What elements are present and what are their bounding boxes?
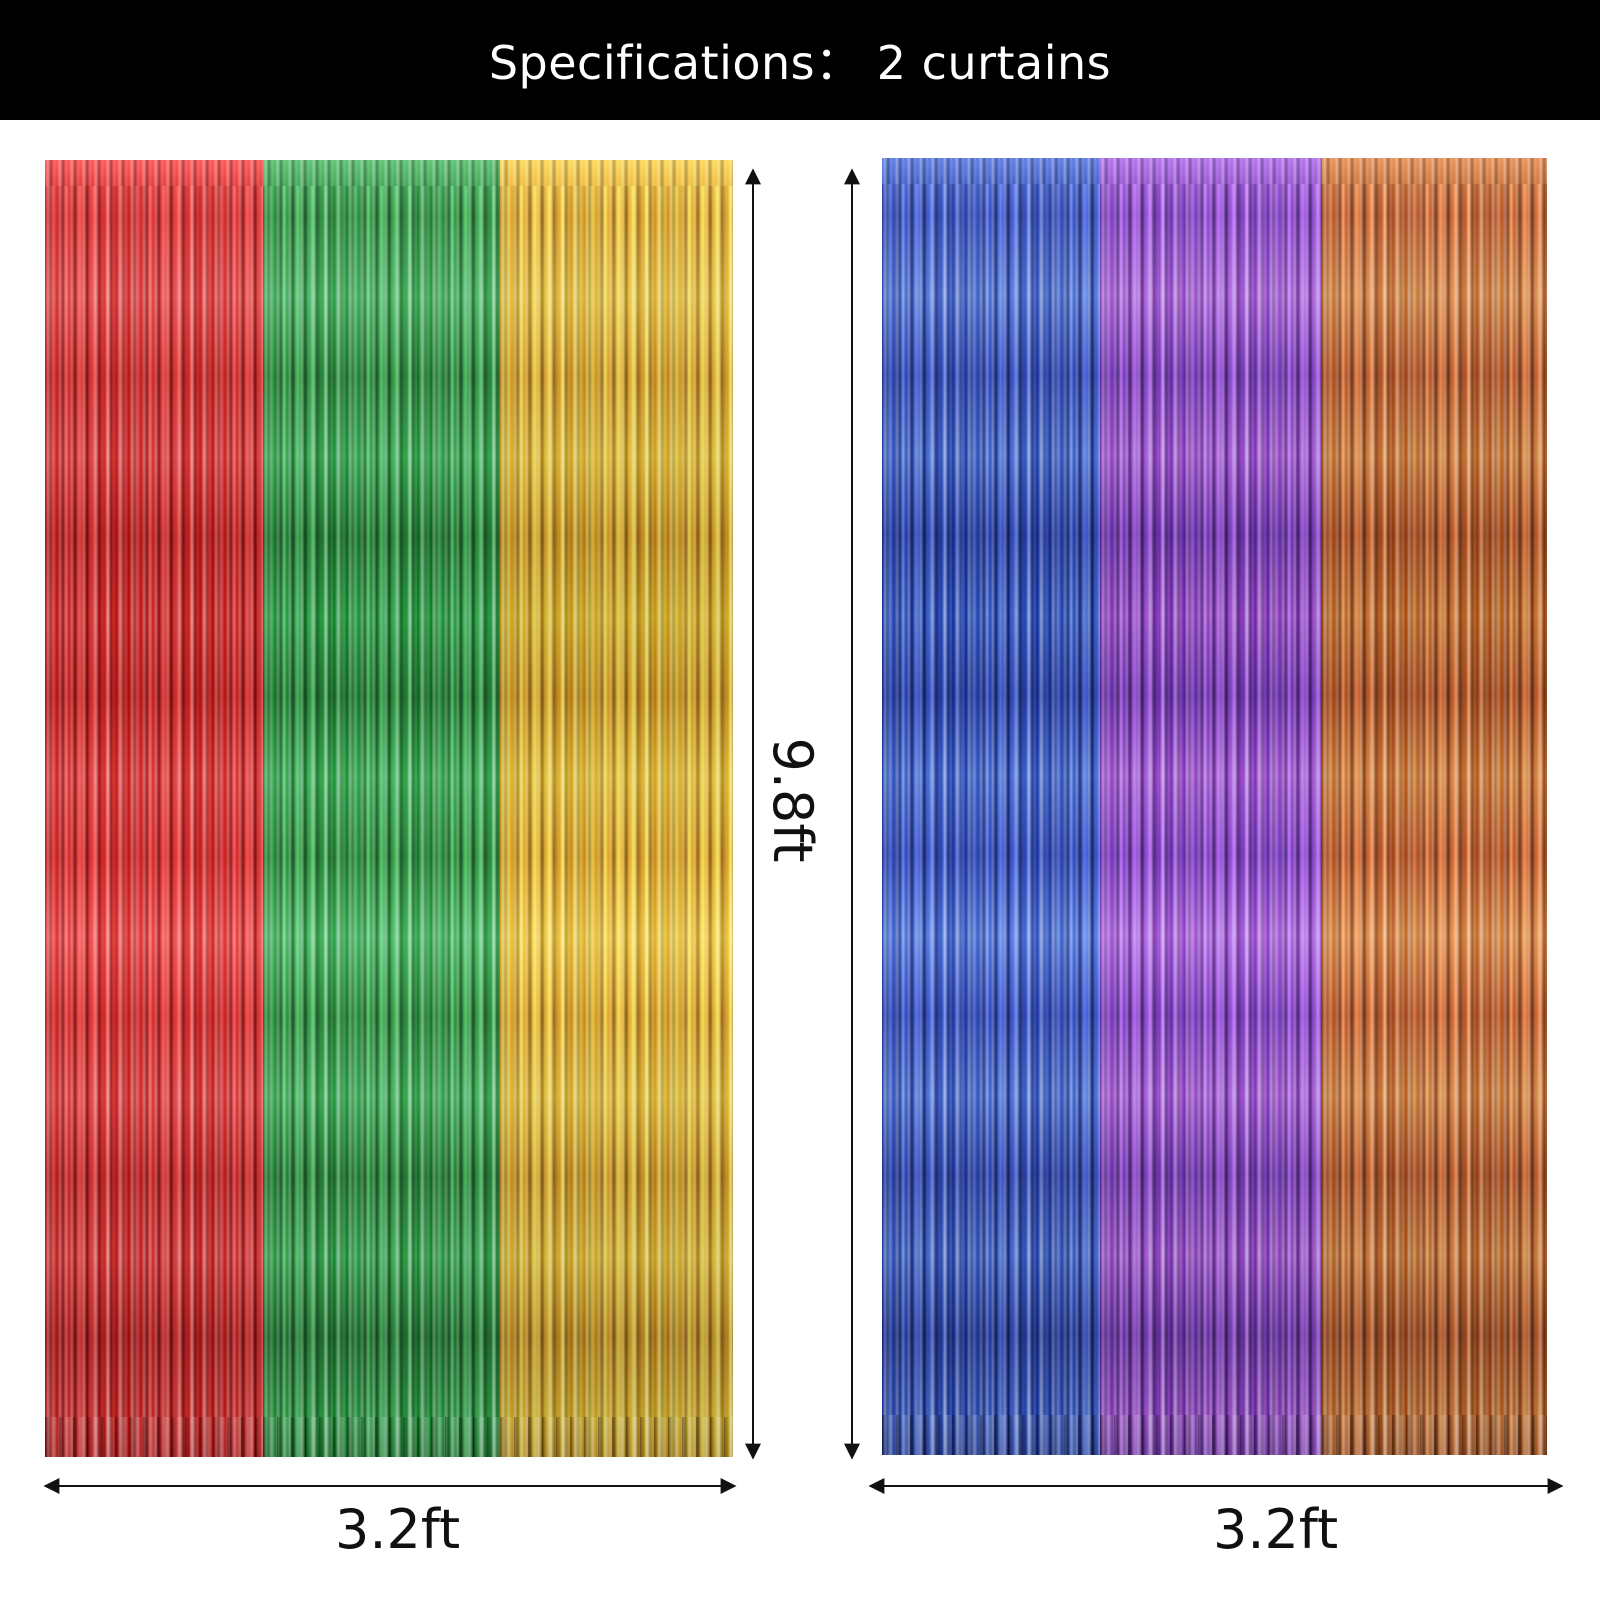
- curtain-streamers: [1100, 158, 1325, 1455]
- header-bar: Specifications： 2 curtains: [0, 0, 1600, 120]
- curtain-streamers: [263, 160, 503, 1457]
- curtain-top-band: [1100, 158, 1325, 184]
- width-label-right: 3.2ft: [1213, 1498, 1339, 1561]
- curtain-streamers: [45, 160, 263, 1457]
- green-curtain: [263, 160, 503, 1457]
- curtain-streamers: [882, 158, 1102, 1455]
- orange-curtain: [1322, 158, 1547, 1455]
- curtain-streamers: [500, 160, 733, 1457]
- purple-curtain: [1100, 158, 1325, 1455]
- width-label-left: 3.2ft: [335, 1498, 461, 1561]
- curtain-top-band: [500, 160, 733, 186]
- height-label: 9.8ft: [761, 737, 824, 863]
- curtain-top-band: [882, 158, 1102, 184]
- blue-curtain: [882, 158, 1102, 1455]
- curtain-top-band: [263, 160, 503, 186]
- curtain-top-band: [1322, 158, 1547, 184]
- red-curtain: [45, 160, 263, 1457]
- curtain-streamers: [1322, 158, 1547, 1455]
- gold-curtain: [500, 160, 733, 1457]
- header-title: Specifications： 2 curtains: [488, 36, 1112, 90]
- curtain-top-band: [45, 160, 263, 186]
